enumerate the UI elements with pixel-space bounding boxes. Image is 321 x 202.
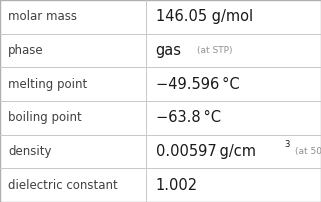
Text: 146.05 g/mol: 146.05 g/mol	[156, 9, 253, 24]
Text: (at STP): (at STP)	[197, 46, 233, 55]
Text: density: density	[8, 145, 52, 158]
Text: 1.002: 1.002	[156, 178, 198, 193]
Text: boiling point: boiling point	[8, 111, 82, 124]
Text: gas: gas	[156, 43, 182, 58]
Text: −49.596 °C: −49.596 °C	[156, 77, 239, 92]
Text: melting point: melting point	[8, 78, 87, 91]
Text: −63.8 °C: −63.8 °C	[156, 110, 221, 125]
Text: (at 50 °C): (at 50 °C)	[295, 147, 321, 156]
Text: 3: 3	[285, 140, 290, 149]
Text: dielectric constant: dielectric constant	[8, 179, 118, 192]
Text: molar mass: molar mass	[8, 10, 77, 23]
Text: phase: phase	[8, 44, 44, 57]
Text: 0.00597 g/cm: 0.00597 g/cm	[156, 144, 256, 159]
